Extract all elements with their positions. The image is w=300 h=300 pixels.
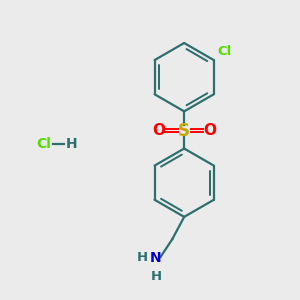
Text: O: O — [203, 123, 216, 138]
Text: H: H — [136, 251, 148, 264]
Text: O: O — [152, 123, 165, 138]
Text: H: H — [150, 270, 161, 283]
Text: N: N — [150, 251, 162, 266]
Text: S: S — [178, 122, 190, 140]
Text: H: H — [66, 137, 78, 151]
Text: Cl: Cl — [36, 137, 51, 151]
Text: Cl: Cl — [217, 45, 232, 58]
